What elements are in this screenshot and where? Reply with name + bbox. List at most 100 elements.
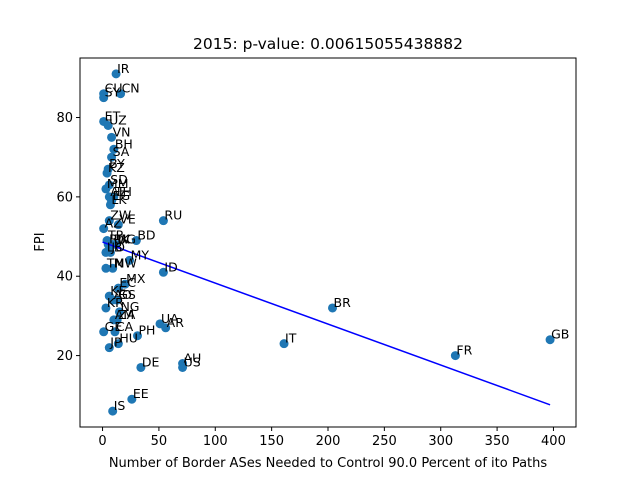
point-label-tn: TN xyxy=(106,255,124,270)
point-label-it: IT xyxy=(285,331,297,346)
data-point-gb xyxy=(545,335,555,345)
y-tick-label: 20 xyxy=(56,349,73,364)
data-point-ru xyxy=(158,216,168,226)
point-label-ke: KE xyxy=(110,283,126,298)
x-tick-label: 100 xyxy=(203,434,228,449)
x-tick-label: 50 xyxy=(151,434,168,449)
data-point-ec xyxy=(113,283,123,293)
data-point-us xyxy=(178,362,188,372)
point-label-lk: LK xyxy=(111,192,127,207)
point-label-kz: KZ xyxy=(108,160,125,175)
data-point-sa xyxy=(107,152,117,162)
chart-title: 2015: p-value: 0.00615055438882 xyxy=(193,35,463,53)
x-tick-label: 200 xyxy=(316,434,341,449)
point-label-bh: BH xyxy=(115,136,133,151)
point-label-uz: UZ xyxy=(109,112,127,127)
data-point-gs xyxy=(112,295,122,305)
point-label-mw: MW xyxy=(114,255,137,270)
point-label-de: DE xyxy=(142,354,160,369)
data-point-ar xyxy=(161,323,171,333)
data-point-ee xyxy=(127,394,137,404)
data-point-lk xyxy=(105,200,115,210)
data-point-id xyxy=(158,267,168,277)
data-point-sy xyxy=(99,93,109,103)
point-label-id: ID xyxy=(164,259,177,274)
x-axis: 0 50 100 150 200 250 300 350 400 xyxy=(98,427,566,449)
point-label-rw: RW xyxy=(109,231,130,246)
data-point-bd xyxy=(131,236,141,246)
point-label-ng: NG xyxy=(120,299,139,314)
point-label-ge: GE xyxy=(105,319,123,334)
y-tick-label: 40 xyxy=(56,270,73,285)
point-label-by: BY xyxy=(109,156,125,171)
point-label-au: AU xyxy=(184,351,202,366)
point-label-fr: FR xyxy=(456,343,472,358)
data-point-bh xyxy=(109,144,119,154)
point-label-am: AM xyxy=(115,307,134,322)
data-point-kr xyxy=(101,303,111,313)
point-label-br: BR xyxy=(334,295,352,310)
data-point-mw xyxy=(108,263,118,273)
point-label-bd: BD xyxy=(137,228,155,243)
x-tick-label: 150 xyxy=(259,434,284,449)
data-point-mx xyxy=(120,279,130,289)
x-tick-label: 300 xyxy=(428,434,453,449)
data-point-is xyxy=(108,406,118,416)
data-point-az xyxy=(99,224,109,234)
point-label-zw: ZW xyxy=(110,208,131,223)
point-label-tr: TR xyxy=(107,228,125,243)
point-label-ee: EE xyxy=(133,386,149,401)
point-label-ar: AR xyxy=(167,315,185,330)
point-label-is: IS xyxy=(114,398,126,413)
point-label-gs: GS xyxy=(118,287,136,302)
data-point-ge xyxy=(99,327,109,337)
point-label-et: ET xyxy=(105,108,121,123)
point-label-za: ZA xyxy=(118,307,136,322)
data-point-ph xyxy=(132,331,142,341)
data-point-fr xyxy=(450,351,460,361)
point-label-ir: IR xyxy=(117,61,130,76)
x-tick-label: 400 xyxy=(541,434,566,449)
point-label-pk: PK xyxy=(114,231,131,246)
point-label-hu: HU xyxy=(119,331,138,346)
point-label-ve: VE xyxy=(119,212,136,227)
data-point-de xyxy=(136,362,146,372)
data-point-hu xyxy=(113,339,123,349)
point-label-lb: LB xyxy=(107,239,123,254)
point-label-sd: SD xyxy=(110,172,128,187)
point-label-eg: EG xyxy=(113,188,131,203)
data-point-za xyxy=(112,315,122,325)
point-label-th: TH xyxy=(114,184,132,199)
point-label-ao: AO xyxy=(114,287,132,302)
point-label-cu: CU xyxy=(105,81,123,96)
point-label-mx: MX xyxy=(126,271,146,286)
data-point-ve xyxy=(113,220,123,230)
x-tick-label: 350 xyxy=(485,434,510,449)
point-label-ru: RU xyxy=(164,208,182,223)
data-point-ir xyxy=(111,69,121,79)
point-label-vn: VN xyxy=(113,124,131,139)
y-tick-label: 60 xyxy=(56,190,73,205)
y-axis-label: FPI xyxy=(33,232,48,251)
data-point-mm xyxy=(101,184,111,194)
point-label-gb: GB xyxy=(551,327,569,342)
point-label-jo: JO xyxy=(110,239,125,254)
regression-line xyxy=(102,241,551,406)
y-tick-label: 80 xyxy=(56,111,73,126)
data-point-ng xyxy=(114,307,124,317)
point-label-kr: KR xyxy=(107,295,124,310)
data-point-br xyxy=(328,303,338,313)
point-label-sy: SY xyxy=(105,85,121,100)
point-label-ec: EC xyxy=(119,275,136,290)
x-tick-label: 250 xyxy=(372,434,397,449)
data-point-vn xyxy=(107,132,117,142)
point-label-ua: UA xyxy=(161,311,179,326)
data-point-my xyxy=(125,255,135,265)
y-axis: 20 40 60 80 xyxy=(56,111,80,364)
data-point-ca xyxy=(110,327,120,337)
point-label-az: AZ xyxy=(105,216,122,231)
data-point-jo xyxy=(105,247,115,257)
point-label-jp: JP xyxy=(109,335,122,350)
